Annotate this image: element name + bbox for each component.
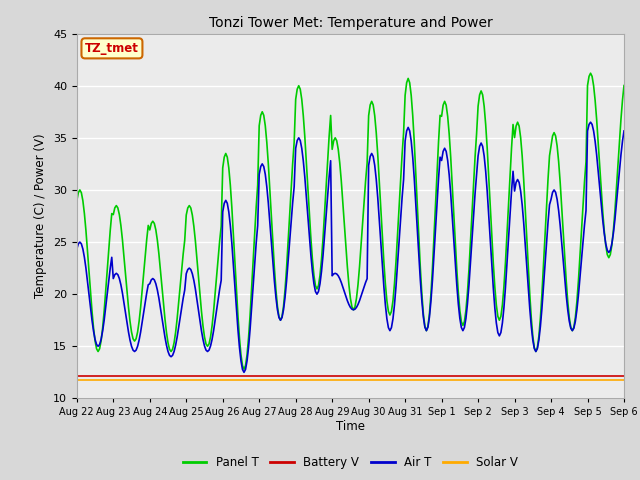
- Battery V: [175, 373, 182, 379]
- Solar V: [73, 377, 81, 383]
- Panel T: [417, 264, 424, 270]
- Panel T: [73, 198, 81, 204]
- Panel T: [175, 300, 182, 306]
- Battery V: [88, 373, 96, 379]
- Solar V: [385, 377, 392, 383]
- X-axis label: Time: Time: [336, 420, 365, 433]
- Air T: [175, 325, 182, 331]
- Air T: [73, 246, 81, 252]
- Battery V: [73, 373, 81, 379]
- Air T: [555, 208, 563, 214]
- Panel T: [620, 83, 628, 88]
- Solar V: [415, 377, 422, 383]
- Y-axis label: Temperature (C) / Power (V): Temperature (C) / Power (V): [35, 134, 47, 298]
- Panel T: [587, 71, 595, 76]
- Battery V: [385, 373, 392, 379]
- Air T: [88, 317, 96, 323]
- Line: Air T: Air T: [77, 122, 624, 372]
- Text: TZ_tmet: TZ_tmet: [85, 42, 139, 55]
- Air T: [587, 120, 595, 125]
- Solar V: [553, 377, 561, 383]
- Solar V: [620, 377, 628, 383]
- Battery V: [620, 373, 628, 379]
- Solar V: [175, 377, 182, 383]
- Title: Tonzi Tower Met: Temperature and Power: Tonzi Tower Met: Temperature and Power: [209, 16, 492, 30]
- Air T: [620, 128, 628, 134]
- Panel T: [386, 312, 394, 318]
- Battery V: [403, 373, 410, 379]
- Solar V: [403, 377, 410, 383]
- Air T: [240, 370, 248, 375]
- Panel T: [555, 159, 563, 165]
- Panel T: [88, 308, 96, 314]
- Legend: Panel T, Battery V, Air T, Solar V: Panel T, Battery V, Air T, Solar V: [178, 452, 523, 474]
- Line: Panel T: Panel T: [77, 73, 624, 369]
- Panel T: [404, 75, 412, 81]
- Panel T: [240, 366, 248, 372]
- Solar V: [88, 377, 96, 383]
- Battery V: [553, 373, 561, 379]
- Battery V: [415, 373, 422, 379]
- Air T: [386, 328, 394, 334]
- Air T: [417, 277, 424, 283]
- Air T: [404, 124, 412, 130]
